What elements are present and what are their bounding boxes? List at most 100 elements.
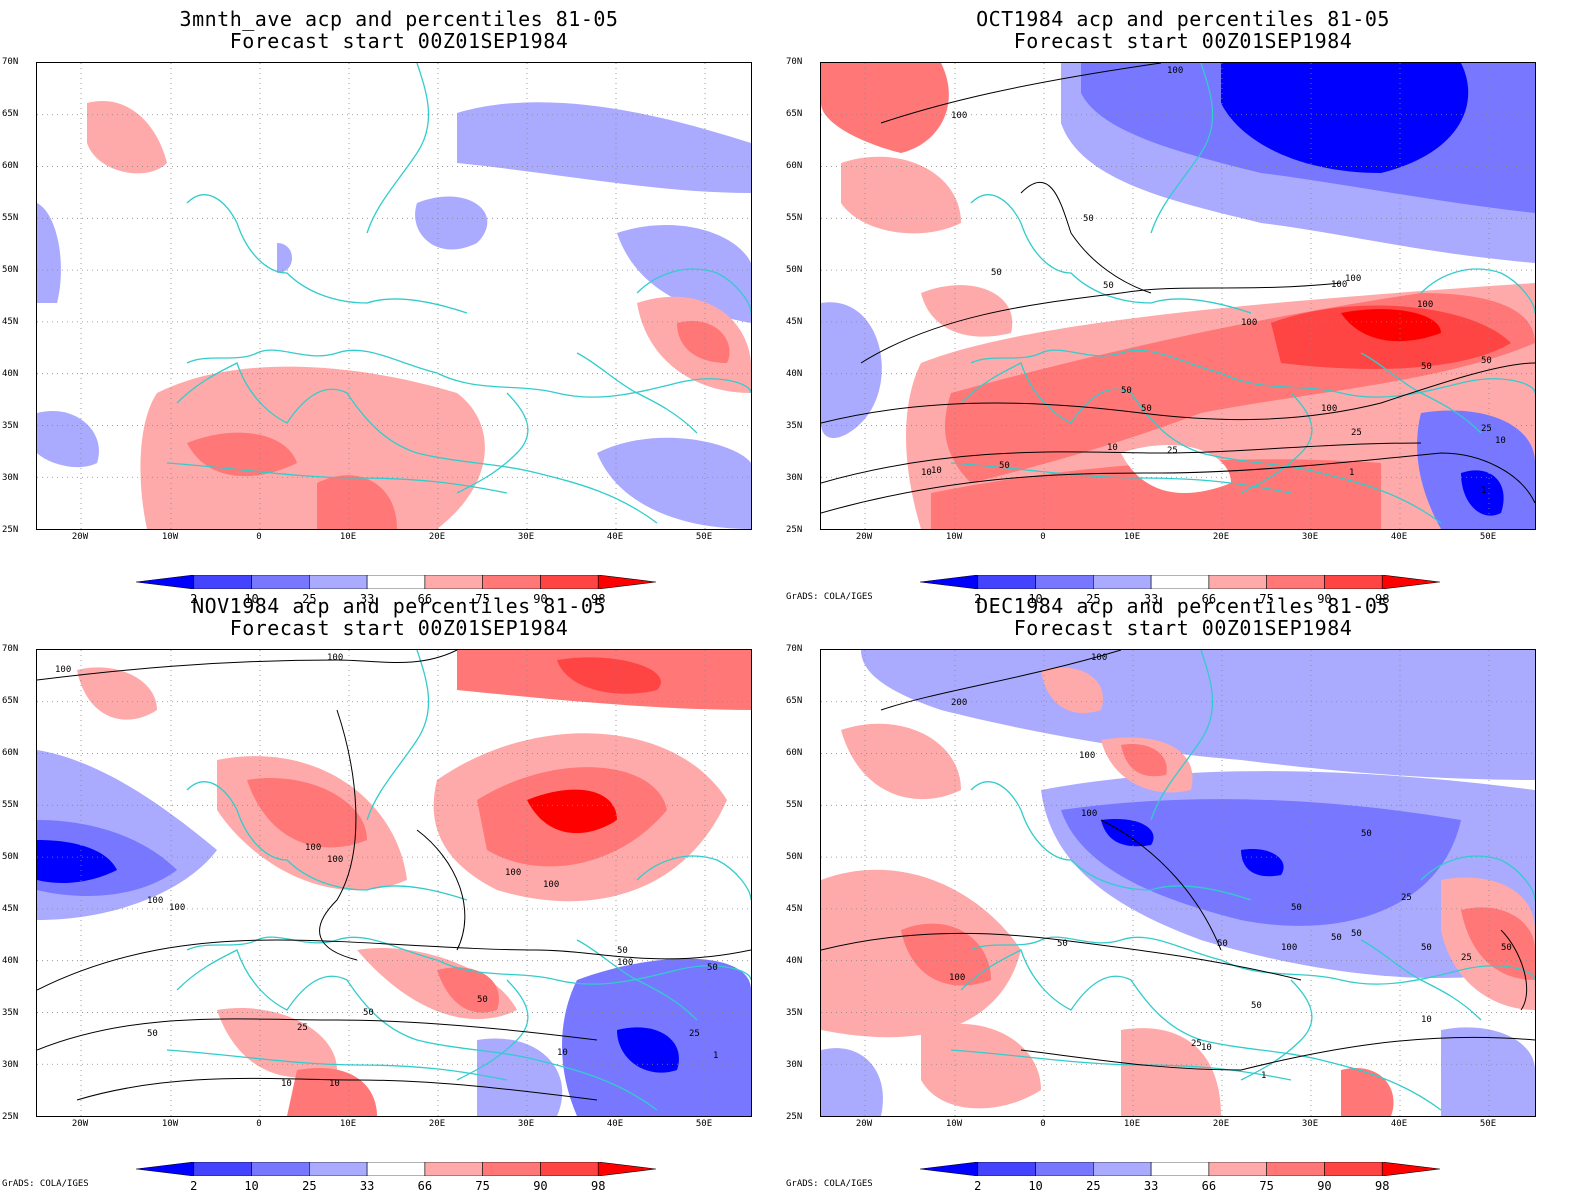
percentile-shading bbox=[901, 923, 991, 986]
contour-label: 100 bbox=[505, 868, 521, 878]
lat-label: 50N bbox=[786, 852, 803, 862]
colorbar-segment bbox=[1381, 574, 1441, 590]
colorbar-segment bbox=[597, 1161, 657, 1177]
percentile-shading bbox=[617, 1027, 679, 1073]
panel-title: 3mnth_ave acp and percentiles 81-05 bbox=[179, 7, 619, 31]
colorbar-label: 66 bbox=[417, 592, 433, 606]
map-area bbox=[36, 62, 752, 530]
coastline bbox=[1150, 63, 1214, 234]
lon-label: 20E bbox=[1212, 532, 1230, 542]
lat-label: 50N bbox=[786, 265, 803, 275]
percentile-shading bbox=[37, 411, 99, 468]
lat-label: 25N bbox=[786, 525, 803, 535]
colorbar-label: 98 bbox=[1374, 592, 1390, 606]
contour-label: 25 bbox=[1401, 893, 1412, 903]
lat-label: 65N bbox=[2, 696, 19, 706]
lat-label: 35N bbox=[786, 421, 803, 431]
contour-label: 50 bbox=[1351, 929, 1362, 939]
contour-label: 25 bbox=[1351, 428, 1362, 438]
percentile-shading bbox=[1121, 444, 1231, 493]
contour-label: 100 bbox=[147, 896, 163, 906]
contour-label: 10 bbox=[329, 1079, 340, 1089]
contour-label: 50 bbox=[1057, 939, 1068, 949]
panel-title: OCT1984 acp and percentiles 81-05 bbox=[976, 7, 1390, 31]
lat-label: 60N bbox=[2, 748, 19, 758]
contour-label: 1 bbox=[1349, 468, 1354, 478]
percentile-shading bbox=[477, 1038, 563, 1116]
percentile-shading bbox=[821, 1048, 883, 1116]
percentile-shading bbox=[1341, 1068, 1394, 1116]
lat-label: 60N bbox=[2, 161, 19, 171]
contour-label: 100 bbox=[327, 653, 343, 663]
lat-label: 45N bbox=[786, 904, 803, 914]
colorbar-label: 25 bbox=[302, 592, 317, 606]
contour-line bbox=[1240, 1036, 1535, 1071]
map-panel-3: NOV1984 acp and percentiles 81-05 Forecas… bbox=[0, 587, 798, 1193]
contour-label: 100 bbox=[1241, 318, 1257, 328]
percentile-shading bbox=[931, 459, 1381, 529]
colorbar-label: 90 bbox=[533, 592, 548, 606]
colorbar-segment bbox=[424, 1161, 483, 1177]
contour-line bbox=[1500, 929, 1528, 1011]
contour-label: 1 bbox=[713, 1051, 718, 1061]
contour-label: 100 bbox=[949, 973, 965, 983]
percentile-shading bbox=[921, 1023, 1041, 1109]
colorbar-label: 2 bbox=[974, 592, 982, 606]
coastline bbox=[1240, 979, 1313, 1081]
lon-label: 10E bbox=[339, 532, 357, 542]
contour-line bbox=[880, 650, 1122, 711]
coastline bbox=[186, 936, 751, 985]
lon-label: 30E bbox=[1301, 1119, 1319, 1129]
contour-label: 10 bbox=[1107, 443, 1118, 453]
contour-label: 50 bbox=[1501, 943, 1512, 953]
colorbar-label: 90 bbox=[1317, 1179, 1332, 1193]
contour-line bbox=[821, 442, 1422, 484]
coastline bbox=[1150, 650, 1214, 821]
percentile-shading bbox=[557, 657, 661, 694]
colorbar-label: 75 bbox=[475, 1179, 490, 1193]
map-canvas: 100 100 100 100 100 100 100 100 50 50 50 100 50 50 25 2… bbox=[37, 650, 751, 1116]
contour-label: 10 bbox=[1421, 1015, 1432, 1025]
coastline bbox=[176, 949, 658, 1111]
contour-line bbox=[37, 1018, 598, 1051]
colorbar-segment bbox=[1150, 1161, 1210, 1177]
colorbar-label: 2 bbox=[190, 1179, 198, 1193]
lon-label: 30E bbox=[517, 532, 535, 542]
contour-label: 50 bbox=[999, 461, 1010, 471]
percentile-shading bbox=[77, 667, 157, 720]
lat-label: 25N bbox=[786, 1112, 803, 1122]
contour-label: 50 bbox=[617, 946, 628, 956]
colorbar-label: 90 bbox=[1317, 592, 1332, 606]
contour-label: 50 bbox=[1217, 939, 1228, 949]
percentile-shading bbox=[1221, 63, 1469, 173]
lat-label: 40N bbox=[786, 956, 803, 966]
lon-label: 20W bbox=[855, 532, 873, 542]
lat-label: 60N bbox=[786, 161, 803, 171]
lat-label: 70N bbox=[2, 644, 19, 654]
panel-title: DEC1984 acp and percentiles 81-05 bbox=[976, 594, 1390, 618]
percentile-shading bbox=[821, 302, 882, 438]
percentile-shading bbox=[841, 723, 961, 800]
lon-label: 20W bbox=[71, 1119, 89, 1129]
coastline bbox=[636, 855, 751, 901]
colorbar-segment bbox=[1208, 1161, 1267, 1177]
lon-label: 40E bbox=[606, 1119, 624, 1129]
contour-label: 100 bbox=[543, 880, 559, 890]
colorbar-segment bbox=[540, 1161, 599, 1177]
contour-label: 100 bbox=[55, 665, 71, 675]
percentile-shading bbox=[140, 366, 485, 529]
lat-label: 50N bbox=[2, 852, 19, 862]
percentile-shading bbox=[1341, 309, 1441, 342]
coastline bbox=[456, 979, 529, 1081]
colorbar-label: 33 bbox=[1143, 592, 1159, 606]
lat-label: 55N bbox=[786, 800, 803, 810]
coastline bbox=[636, 268, 751, 314]
coastline bbox=[576, 939, 698, 1021]
lat-label: 40N bbox=[2, 369, 19, 379]
contour-line bbox=[860, 282, 1342, 364]
panel-subtitle: Forecast start 00Z01SEP1984 bbox=[229, 616, 569, 640]
coastline bbox=[166, 1049, 508, 1081]
map-area: 100 100 100 100 100 100 100 100 50 50 50 100 50 50 25 2… bbox=[36, 649, 752, 1117]
colorbar bbox=[919, 1161, 1441, 1177]
lon-label: 0 bbox=[1040, 532, 1046, 542]
